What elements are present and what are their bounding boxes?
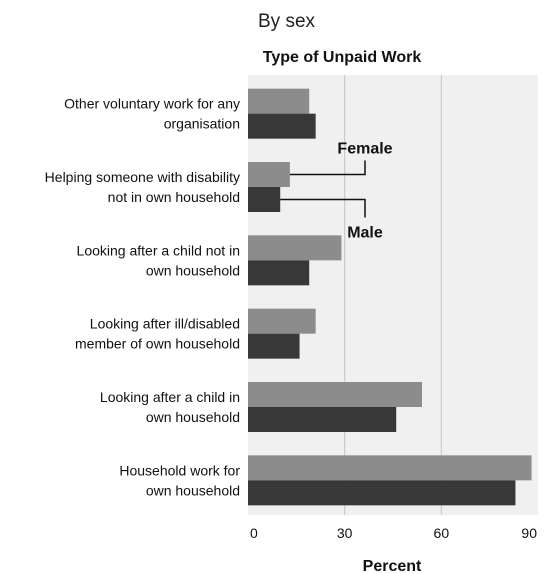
category-label: Helping someone with disability not in ow… (45, 169, 240, 205)
bar-female (248, 382, 422, 407)
bar-male (248, 407, 397, 432)
category-label: Looking after ill/disabled member of own … (75, 316, 240, 352)
legend-leader-male (280, 198, 366, 218)
category-label: Looking after a child not in own househol… (77, 242, 240, 278)
plot-area (248, 75, 538, 515)
x-axis-label: Percent (363, 558, 422, 574)
x-tick-label: 90 (521, 525, 537, 541)
bar-female (248, 235, 342, 261)
bar-female (248, 308, 316, 334)
legend-callouts: Female Male (280, 141, 393, 242)
x-tick-label: 60 (434, 525, 450, 541)
bar-female (248, 88, 310, 114)
gridlines (344, 75, 442, 515)
bars (248, 88, 532, 506)
bar-male (248, 480, 516, 506)
chart-title: Type of Unpaid Work (263, 49, 422, 66)
bar-female (248, 162, 290, 187)
bar-male (248, 333, 300, 359)
bar-male (248, 187, 281, 212)
legend-label-male: Male (347, 225, 383, 242)
legend-leader-female (289, 160, 366, 176)
bar-male (248, 260, 310, 286)
category-labels: Other voluntary work for any organisation… (45, 96, 241, 499)
bar-female (248, 455, 532, 481)
x-tick-label: 0 (250, 525, 258, 541)
category-label: Household work for own household (119, 462, 240, 498)
category-label: Other voluntary work for any organisation (64, 96, 240, 132)
chart-subtitle: By sex (258, 11, 316, 32)
bar-male (248, 113, 316, 139)
legend-label-female: Female (337, 141, 392, 158)
category-label: Looking after a child in own household (100, 389, 240, 425)
x-tick-label: 30 (337, 525, 353, 541)
x-tick-labels: 0 30 60 90 (250, 525, 537, 541)
